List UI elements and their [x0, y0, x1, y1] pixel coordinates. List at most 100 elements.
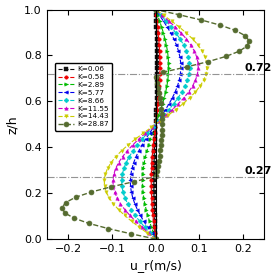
K=14.43 — [198, 85, 202, 88]
K=5.77 — [152, 126, 155, 129]
K=14.43 — [194, 90, 197, 94]
K=0.58 — [153, 225, 156, 229]
K=2.89 — [167, 61, 170, 64]
K=11.55 — [144, 131, 147, 135]
K=5.77 — [169, 31, 172, 35]
K=14.43 — [205, 67, 208, 70]
K=14.43 — [110, 161, 113, 164]
K=0.06 — [156, 73, 159, 76]
K=14.43 — [126, 143, 130, 147]
K=0.06 — [155, 20, 158, 23]
K=14.43 — [154, 237, 157, 241]
K=28.87 — [244, 34, 247, 37]
K=8.66 — [131, 149, 135, 152]
K=0.06 — [152, 184, 155, 188]
K=28.87 — [158, 91, 161, 95]
K=14.43 — [200, 49, 204, 53]
K=11.55 — [113, 190, 116, 193]
K=8.66 — [138, 220, 142, 223]
K=2.89 — [142, 167, 145, 170]
K=8.66 — [143, 225, 147, 229]
Legend: K=0.06, K=0.58, K=2.89, K=5.77, K=8.66, K=11.55, K=14.43, K=28.87: K=0.06, K=0.58, K=2.89, K=5.77, K=8.66, … — [55, 63, 112, 131]
K=28.87 — [178, 13, 181, 16]
K=28.87 — [132, 180, 136, 183]
K=14.43 — [203, 55, 207, 58]
K=0.58 — [151, 155, 154, 158]
K=8.66 — [187, 73, 190, 76]
K=11.55 — [177, 102, 180, 105]
K=2.89 — [149, 137, 152, 141]
K=0.06 — [155, 31, 158, 35]
K=14.43 — [104, 173, 107, 176]
K=11.55 — [137, 137, 141, 141]
K=8.66 — [120, 184, 123, 188]
K=2.89 — [163, 96, 166, 100]
K=0.06 — [152, 167, 156, 170]
K=28.87 — [159, 143, 163, 147]
K=2.89 — [158, 20, 162, 23]
K=14.43 — [166, 114, 170, 117]
K=28.87 — [130, 232, 133, 235]
K=5.77 — [175, 43, 178, 46]
K=8.66 — [120, 178, 123, 182]
K=8.66 — [178, 37, 182, 41]
K=28.87 — [160, 133, 163, 136]
K=0.58 — [157, 96, 160, 100]
K=2.89 — [166, 78, 170, 82]
K=2.89 — [152, 232, 155, 235]
Line: K=11.55: K=11.55 — [111, 8, 200, 241]
K=0.06 — [153, 137, 157, 141]
K=11.55 — [197, 67, 200, 70]
K=0.58 — [155, 114, 158, 117]
K=11.55 — [194, 78, 197, 82]
K=2.89 — [166, 49, 169, 53]
K=0.06 — [152, 173, 156, 176]
K=2.89 — [151, 131, 154, 135]
K=0.06 — [155, 49, 159, 53]
K=0.06 — [154, 114, 158, 117]
K=0.58 — [158, 73, 162, 76]
K=5.77 — [144, 137, 147, 141]
Line: K=5.77: K=5.77 — [129, 8, 183, 241]
K=5.77 — [172, 37, 175, 41]
K=0.06 — [152, 196, 156, 200]
K=5.77 — [154, 237, 157, 241]
K=28.87 — [247, 39, 251, 43]
K=14.43 — [170, 20, 173, 23]
K=2.89 — [154, 237, 157, 241]
K=2.89 — [167, 55, 170, 58]
K=8.66 — [123, 196, 126, 200]
K=28.87 — [160, 138, 163, 142]
K=0.06 — [155, 37, 158, 41]
K=2.89 — [156, 14, 159, 17]
K=0.06 — [155, 108, 158, 111]
K=14.43 — [202, 78, 205, 82]
K=14.43 — [154, 8, 157, 11]
K=5.77 — [130, 190, 133, 193]
K=0.58 — [150, 178, 153, 182]
K=0.58 — [155, 14, 158, 17]
K=2.89 — [142, 196, 145, 200]
K=11.55 — [131, 143, 135, 147]
K=11.55 — [140, 225, 144, 229]
Text: 0.27: 0.27 — [245, 166, 272, 176]
K=2.89 — [147, 143, 150, 147]
K=11.55 — [121, 155, 124, 158]
K=14.43 — [158, 120, 162, 123]
K=14.43 — [205, 61, 208, 64]
K=0.06 — [154, 8, 157, 11]
K=28.87 — [237, 49, 241, 53]
K=2.89 — [154, 8, 157, 11]
K=14.43 — [105, 190, 108, 193]
K=5.77 — [142, 220, 145, 223]
K=2.89 — [163, 37, 167, 41]
K=5.77 — [179, 61, 182, 64]
K=0.06 — [153, 149, 156, 152]
K=0.58 — [152, 220, 155, 223]
K=2.89 — [143, 161, 146, 164]
K=0.58 — [150, 190, 153, 193]
K=8.66 — [159, 14, 163, 17]
K=0.06 — [154, 14, 158, 17]
K=28.87 — [224, 55, 227, 58]
K=11.55 — [161, 14, 164, 17]
